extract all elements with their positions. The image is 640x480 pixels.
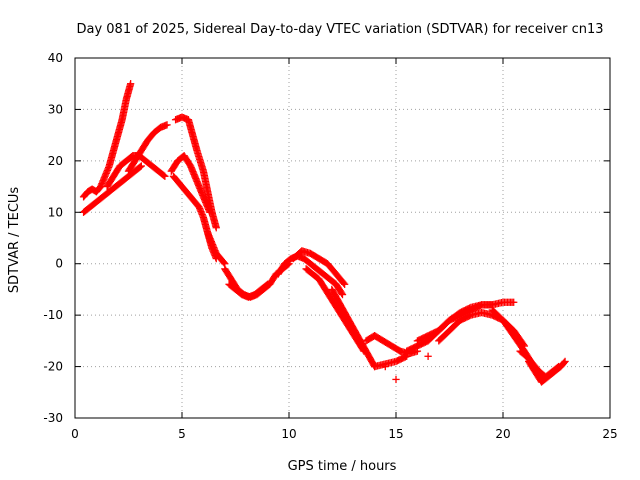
y-tick-label: 20 xyxy=(48,154,63,168)
series-trace-16 xyxy=(370,352,411,371)
outlier-point xyxy=(424,352,432,360)
plot-frame xyxy=(74,57,611,419)
data-marks xyxy=(79,80,569,386)
data-point xyxy=(263,280,272,288)
data-point xyxy=(126,80,135,88)
series-trace-22 xyxy=(516,347,563,381)
data-point xyxy=(136,163,144,171)
y-tick-label: -20 xyxy=(43,360,63,374)
outlier-point xyxy=(381,362,389,371)
series-trace-19 xyxy=(435,308,529,350)
outlier-point xyxy=(370,332,379,340)
series-trace-10 xyxy=(225,280,272,301)
data-point xyxy=(212,224,220,232)
data-point xyxy=(262,281,271,289)
data-point xyxy=(220,259,228,267)
axis-ticks: 0 5 10 15 20 25 -30 -20 -10 0 10 20 30 40 xyxy=(43,51,617,441)
series-trace-13 xyxy=(302,265,368,355)
data-point xyxy=(161,172,169,180)
data-point xyxy=(206,208,214,216)
series-trace-17 xyxy=(403,298,518,355)
x-axis-label: GPS time / hours xyxy=(288,459,397,474)
data-point xyxy=(340,279,348,287)
data-point xyxy=(561,357,569,366)
data-point xyxy=(338,290,347,299)
outlier-point xyxy=(396,347,404,355)
series-trace-6 xyxy=(167,152,214,216)
y-tick-label: 30 xyxy=(48,102,63,116)
y-tick-label: 10 xyxy=(48,205,63,219)
y-tick-label: 0 xyxy=(55,257,63,271)
y-tick-label: -10 xyxy=(43,308,63,322)
x-tick-label: 20 xyxy=(495,427,510,441)
data-point xyxy=(163,121,171,129)
data-point xyxy=(338,289,346,297)
x-tick-label: 0 xyxy=(71,427,79,441)
x-tick-label: 25 xyxy=(602,427,617,441)
series-trace-5 xyxy=(171,113,220,232)
series-trace-8 xyxy=(204,229,229,268)
x-tick-label: 15 xyxy=(388,427,403,441)
data-point xyxy=(554,362,563,371)
series-trace-4 xyxy=(124,121,171,175)
data-point xyxy=(553,363,562,372)
data-point xyxy=(560,358,568,367)
outlier-point xyxy=(392,375,400,384)
x-tick-label: 5 xyxy=(178,427,186,441)
x-tick-label: 10 xyxy=(281,427,296,441)
data-point xyxy=(160,171,168,180)
y-axis-label: SDTVAR / TECUs xyxy=(7,187,22,294)
series-trace-2 xyxy=(79,162,145,216)
data-point xyxy=(340,280,349,288)
series-trace-1 xyxy=(79,80,135,201)
y-tick-label: 40 xyxy=(48,51,63,65)
grid-layer xyxy=(75,58,610,418)
outlier-points xyxy=(370,332,432,384)
chart-title: Day 081 of 2025, Sidereal Day-to-day VTE… xyxy=(76,22,603,37)
series-trace-14 xyxy=(328,285,379,371)
data-point xyxy=(137,162,145,170)
y-tick-label: -30 xyxy=(43,411,63,425)
data-point xyxy=(510,298,518,306)
series-trace-12 xyxy=(289,247,349,288)
